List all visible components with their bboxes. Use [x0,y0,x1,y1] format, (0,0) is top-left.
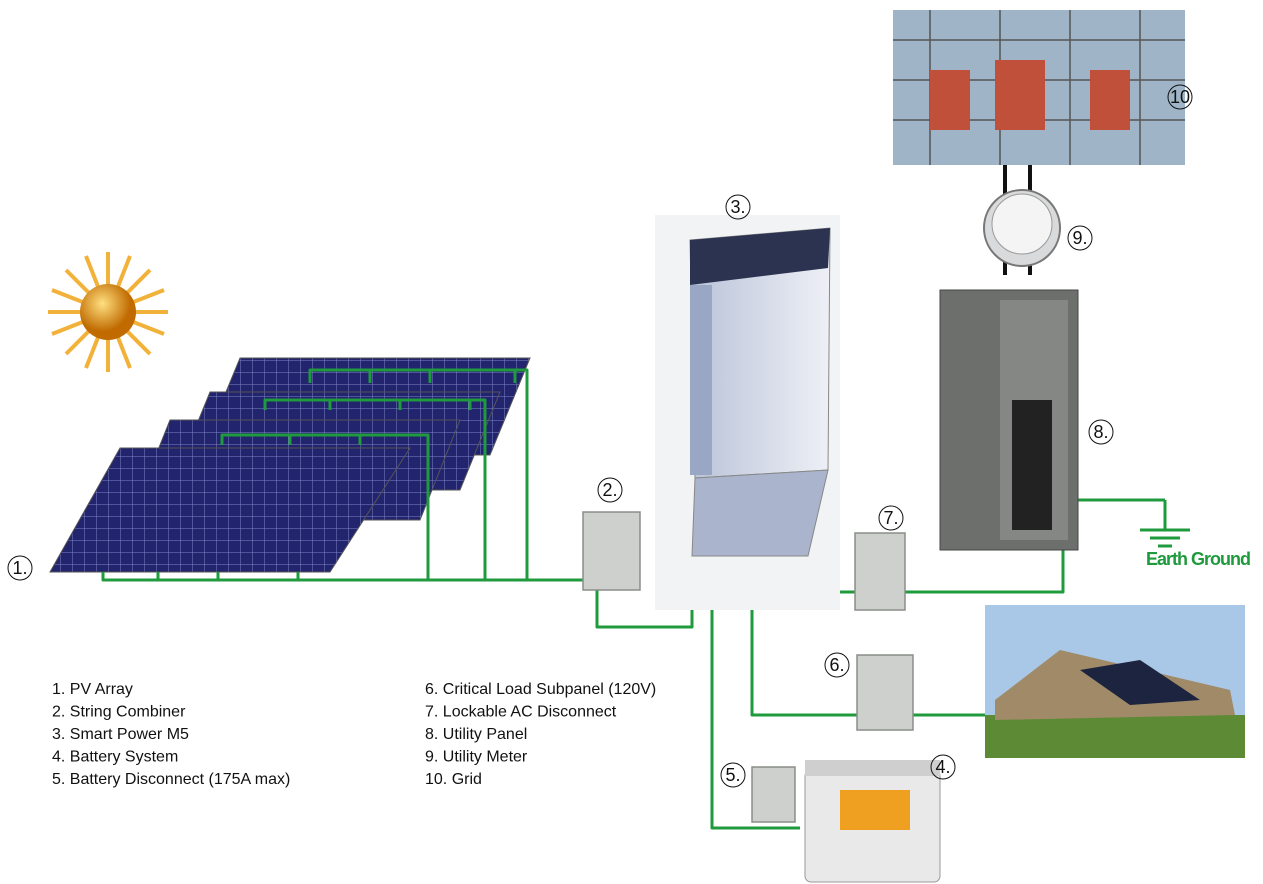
legend-item: 9. Utility Meter [425,749,528,766]
node-label: 1. [12,558,27,578]
ac-disconnect [854,532,906,611]
legend-item: 7. Lockable AC Disconnect [425,704,617,721]
legend-item: 6. Critical Load Subpanel (120V) [425,681,656,698]
node-circle [824,652,850,678]
node-label: 8. [1093,422,1108,442]
utility-meter [983,189,1061,267]
node-circle [597,477,623,503]
node-circle [1067,225,1093,251]
node-circle [1167,84,1193,110]
node-label: 4. [935,757,950,777]
node-circle [725,194,751,220]
node-circle [930,754,956,780]
legend-item: 4. Battery System [52,749,178,766]
node-label: 9. [1072,228,1087,248]
battery-disconnect [751,766,796,823]
ground-symbol [1140,500,1190,548]
ground-label: Earth Ground [1146,549,1250,569]
node-circle [878,505,904,531]
node-circle [1088,419,1114,445]
node-label: 7. [883,508,898,528]
legend-item: 3. Smart Power M5 [52,726,189,743]
string-combiner [582,511,641,591]
node-label: 5. [725,765,740,785]
node-circle [7,555,33,581]
battery [804,760,941,883]
utility-panel [939,289,1079,551]
inverter [689,227,831,557]
node-label: 10 [1170,87,1190,107]
node-label: 2. [602,480,617,500]
house-photo [985,605,1245,758]
legend-item: 8. Utility Panel [425,726,527,743]
legend-item: 1. PV Array [52,681,133,698]
legend-item: 2. String Combiner [52,704,186,721]
pv-array [49,357,531,573]
legend-item: 5. Battery Disconnect (175A max) [52,771,290,788]
node-circle [720,762,746,788]
node-label: 3. [730,197,745,217]
node-label: 6. [829,655,844,675]
sun [48,252,168,372]
legend-item: 10. Grid [425,771,482,788]
subpanel [856,654,914,731]
